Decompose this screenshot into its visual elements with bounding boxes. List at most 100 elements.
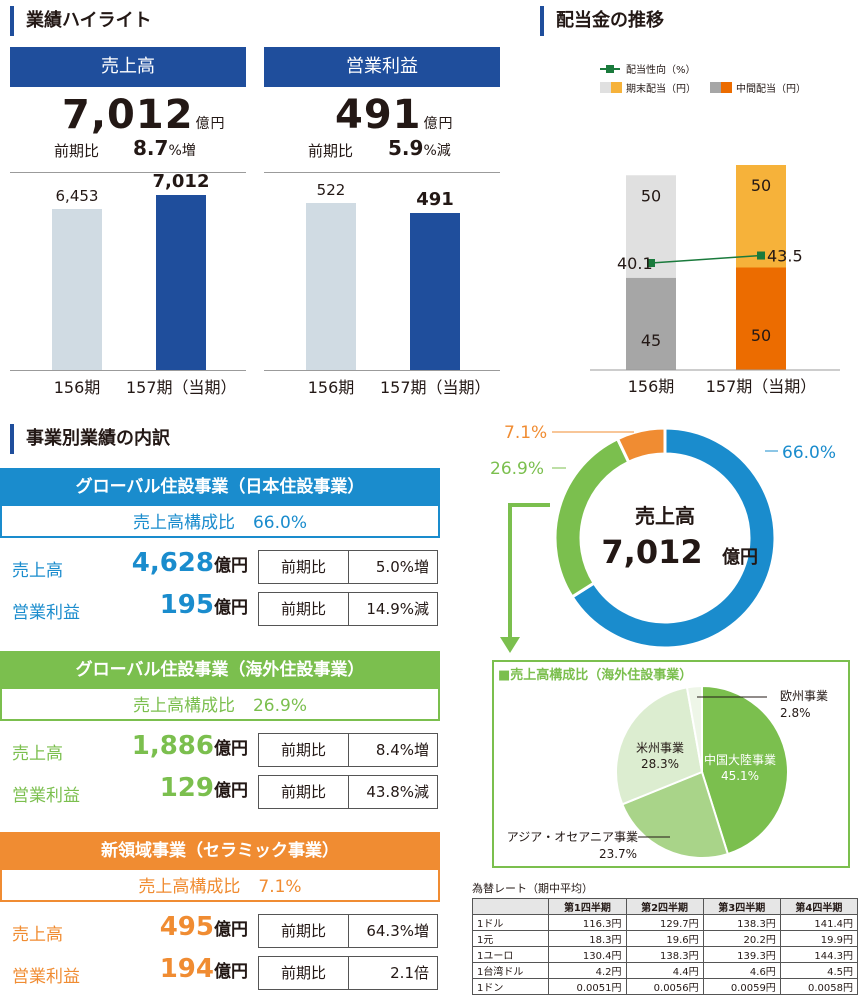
fx-header-2: 第2四半期 (625, 898, 704, 915)
final-legend-swatch (600, 82, 611, 93)
fx-header-0 (471, 898, 550, 915)
dividend-legend: 配当性向（%） 期末配当（円） 中間配当（円） (600, 63, 806, 95)
overseas-value-1: 23.7% (599, 847, 637, 861)
profit-value: 491 億円 (335, 92, 454, 138)
segment-share-label-1: 売上高構成比 (132, 696, 235, 716)
segment-share-label-0: 売上高構成比 (132, 513, 235, 533)
fx-row: 1台湾ドル 4.2円 4.4円 4.6円 4.5円 (471, 962, 859, 979)
fx-title: 為替レート（期中平均） (472, 882, 593, 895)
sales-yoy-value: 8.7%増 (133, 136, 196, 160)
segment-sales-unit-0: 億円 (214, 556, 248, 576)
segment-profit-value-0: 195億円 (159, 590, 248, 620)
segment-sales-yoy-value-1: 8.4%増 (375, 741, 429, 759)
overseas-label-2: 米州事業 (636, 741, 684, 755)
fx-rate-2-2: 138.3円 (625, 946, 704, 963)
profit-bar-156 (306, 203, 356, 370)
overseas-breakdown-box: ■売上高構成比（海外住設事業） (492, 660, 850, 868)
sales-axis-label-157: 157期（当期） (126, 378, 237, 397)
donut-slice-0 (570, 426, 777, 650)
fx-currency-2: 1ユーロ (471, 946, 550, 963)
profit-chart-baseline (264, 370, 500, 371)
segment-sales-yoy-label-1: 前期比 (259, 734, 349, 766)
segment-sales-yoy-label-0: 前期比 (259, 551, 349, 583)
fx-rate-3-1: 4.2円 (548, 962, 627, 979)
segment-sales-value-0: 4,628億円 (131, 548, 248, 578)
segment-sales-yoy-box-1: 前期比 8.4%増 (258, 733, 438, 767)
overseas-breakdown-title: ■売上高構成比（海外住設事業） (498, 668, 693, 683)
fx-header-3: 第3四半期 (702, 898, 781, 915)
fx-header-1: 第1四半期 (548, 898, 627, 915)
segment-profit-yoy-value-2: 2.1倍 (390, 964, 429, 982)
fx-rate-4-3: 0.0059円 (702, 978, 781, 995)
sales-axis-label-156: 156期 (53, 378, 101, 397)
segment-sales-yoy-label-2: 前期比 (259, 915, 349, 947)
segment-share-value-2: 7.1% (258, 877, 302, 897)
segment-header-2: 新領域事業（セラミック事業） (0, 832, 440, 870)
payout-ratio-point-0 (647, 259, 655, 267)
fx-rate-0-2: 129.7円 (625, 914, 704, 931)
donut-label-1: 26.9% (490, 459, 544, 479)
segment-sales-value-1: 1,886億円 (131, 731, 248, 761)
fx-row: 1ドル 116.3円 129.7円 138.3円 141.4円 (471, 914, 859, 931)
sales-value: 7,012 億円 (62, 92, 226, 138)
profit-header: 営業利益 (264, 47, 500, 87)
segment-sales-yoy-box-2: 前期比 64.3%増 (258, 914, 438, 948)
overseas-slice-1 (620, 770, 730, 859)
fx-rate-3-3: 4.6円 (702, 962, 781, 979)
fx-rate-2-1: 130.4円 (548, 946, 627, 963)
segment-profit-yoy-label-1: 前期比 (259, 776, 349, 808)
segment-profit-yoy-box-2: 前期比 2.1倍 (258, 956, 438, 990)
final-legend-swatch-2 (611, 82, 622, 93)
interim-dividend-bar-1 (736, 267, 786, 370)
overseas-slice-3 (685, 684, 703, 773)
fx-rate-3-2: 4.4円 (625, 962, 704, 979)
segment-profit-yoy-value-0: 14.9%減 (366, 600, 429, 618)
sales-bar-156 (52, 208, 102, 370)
interim-legend-swatch-2 (721, 82, 732, 93)
profit-yoy-label: 前期比 (308, 142, 354, 160)
payout-legend-label: 配当性向（%） (626, 63, 696, 76)
segment-sales-label-1: 売上高 (12, 744, 63, 764)
profit-axis-label-157: 157期（当期） (380, 378, 491, 397)
fx-rate-0-4: 141.4円 (779, 914, 859, 931)
overseas-value-0: 45.1% (721, 769, 759, 783)
fx-row: 1ドン 0.0051円 0.0056円 0.0059円 0.0058円 (471, 978, 859, 995)
fx-rate-3-4: 4.5円 (779, 962, 859, 979)
segment-profit-value-2: 194億円 (159, 954, 248, 984)
fx-rate-1-3: 20.2円 (702, 930, 781, 947)
profit-unit: 億円 (423, 116, 454, 132)
segment-sales-yoy-box-0: 前期比 5.0%増 (258, 550, 438, 584)
fx-rate-2-3: 139.3円 (702, 946, 781, 963)
profit-chart-top-rule (264, 172, 500, 173)
donut-center-unit: 億円 (722, 546, 758, 568)
payout-ratio-line (650, 254, 762, 264)
segment-share-1: 売上高構成比 26.9% (0, 687, 440, 721)
segment-header-1: グローバル住設事業（海外住設事業） (0, 651, 440, 689)
sales-bar-label-156: 6,453 (55, 186, 99, 205)
segment-profit-yoy-value-1: 43.8%減 (366, 783, 429, 801)
interim-dividend-label-1: 50 (751, 326, 771, 345)
profit-bar-label-157: 491 (416, 189, 454, 211)
fx-rate-0-1: 116.3円 (548, 914, 627, 931)
dividend-chart: 配当性向（%） 期末配当（円） 中間配当（円） 45 50 156期 50 50 157期… (590, 63, 840, 396)
segment-profit-label-0: 営業利益 (12, 603, 80, 623)
fx-rate-1-2: 19.6円 (625, 930, 704, 947)
segment-sales-label-0: 売上高 (12, 561, 63, 581)
sales-yoy-unit: %増 (168, 143, 196, 159)
segment-sales-label-2: 売上高 (12, 925, 63, 945)
overseas-connector-line (508, 503, 550, 647)
segment-share-value-1: 26.9% (252, 696, 307, 716)
sales-header: 売上高 (10, 47, 246, 87)
overseas-label-0: 中国大陸事業 (704, 752, 776, 767)
final-dividend-label-1: 50 (751, 176, 771, 195)
fx-rate-4-2: 0.0056円 (625, 978, 704, 995)
segment-profit-yoy-label-2: 前期比 (259, 957, 349, 989)
profit-bar-157 (410, 213, 460, 370)
payout-ratio-label-0: 40.1 (617, 254, 653, 273)
segment-sales-unit-2: 億円 (214, 920, 248, 940)
fx-rate-0-3: 138.3円 (702, 914, 781, 931)
fx-currency-1: 1元 (471, 930, 550, 947)
overseas-value-3: 2.8% (780, 706, 811, 720)
sales-donut-chart: 66.0% 26.9% 7.1% 売上高 7,012 億円 (490, 423, 836, 653)
donut-center-value: 7,012 (601, 533, 702, 571)
